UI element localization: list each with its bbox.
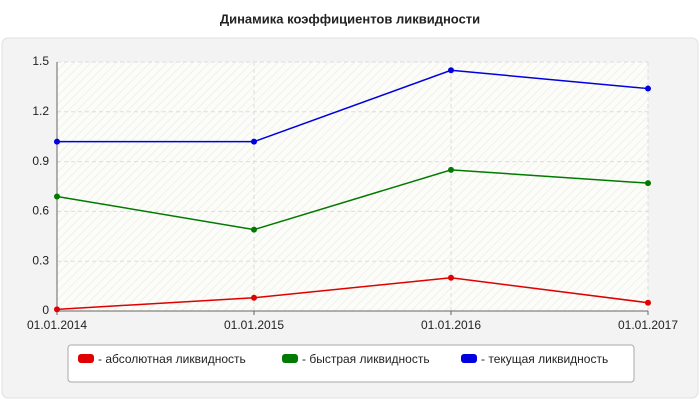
data-point xyxy=(448,67,454,74)
x-tick-label: 01.01.2015 xyxy=(224,318,284,332)
x-tick-label: 01.01.2016 xyxy=(421,318,481,332)
legend-label: - текущая ликвидность xyxy=(481,352,608,366)
data-point xyxy=(251,138,257,145)
y-tick-label: 0 xyxy=(42,303,49,317)
y-tick-label: 0.9 xyxy=(32,154,49,168)
data-point xyxy=(54,306,60,313)
legend xyxy=(67,344,635,383)
x-tick-label: 01.01.2014 xyxy=(27,318,87,332)
data-point xyxy=(448,274,454,281)
legend-label: - абсолютная ликвидность xyxy=(98,352,246,366)
data-point xyxy=(645,299,651,306)
plot-area xyxy=(57,62,648,311)
y-tick-label: 1.2 xyxy=(32,104,49,118)
y-tick-label: 0.6 xyxy=(32,204,49,218)
series-line xyxy=(56,277,649,311)
legend-label: - быстрая ликвидность xyxy=(302,352,430,366)
data-point xyxy=(645,85,651,92)
data-point xyxy=(251,294,257,301)
data-point xyxy=(645,180,651,187)
legend-swatch xyxy=(461,354,477,363)
data-point xyxy=(251,226,257,233)
legend-swatch xyxy=(282,354,298,363)
chart-title: Динамика коэффициентов ликвидности xyxy=(220,11,480,26)
data-point xyxy=(54,138,60,145)
y-tick-label: 1.5 xyxy=(32,54,49,68)
series-line xyxy=(56,169,649,231)
x-tick-label: 01.01.2017 xyxy=(618,318,678,332)
data-point xyxy=(448,166,454,173)
series-line xyxy=(57,69,649,143)
legend-swatch xyxy=(78,354,94,363)
y-tick-label: 0.3 xyxy=(32,253,49,267)
data-point xyxy=(54,193,60,200)
